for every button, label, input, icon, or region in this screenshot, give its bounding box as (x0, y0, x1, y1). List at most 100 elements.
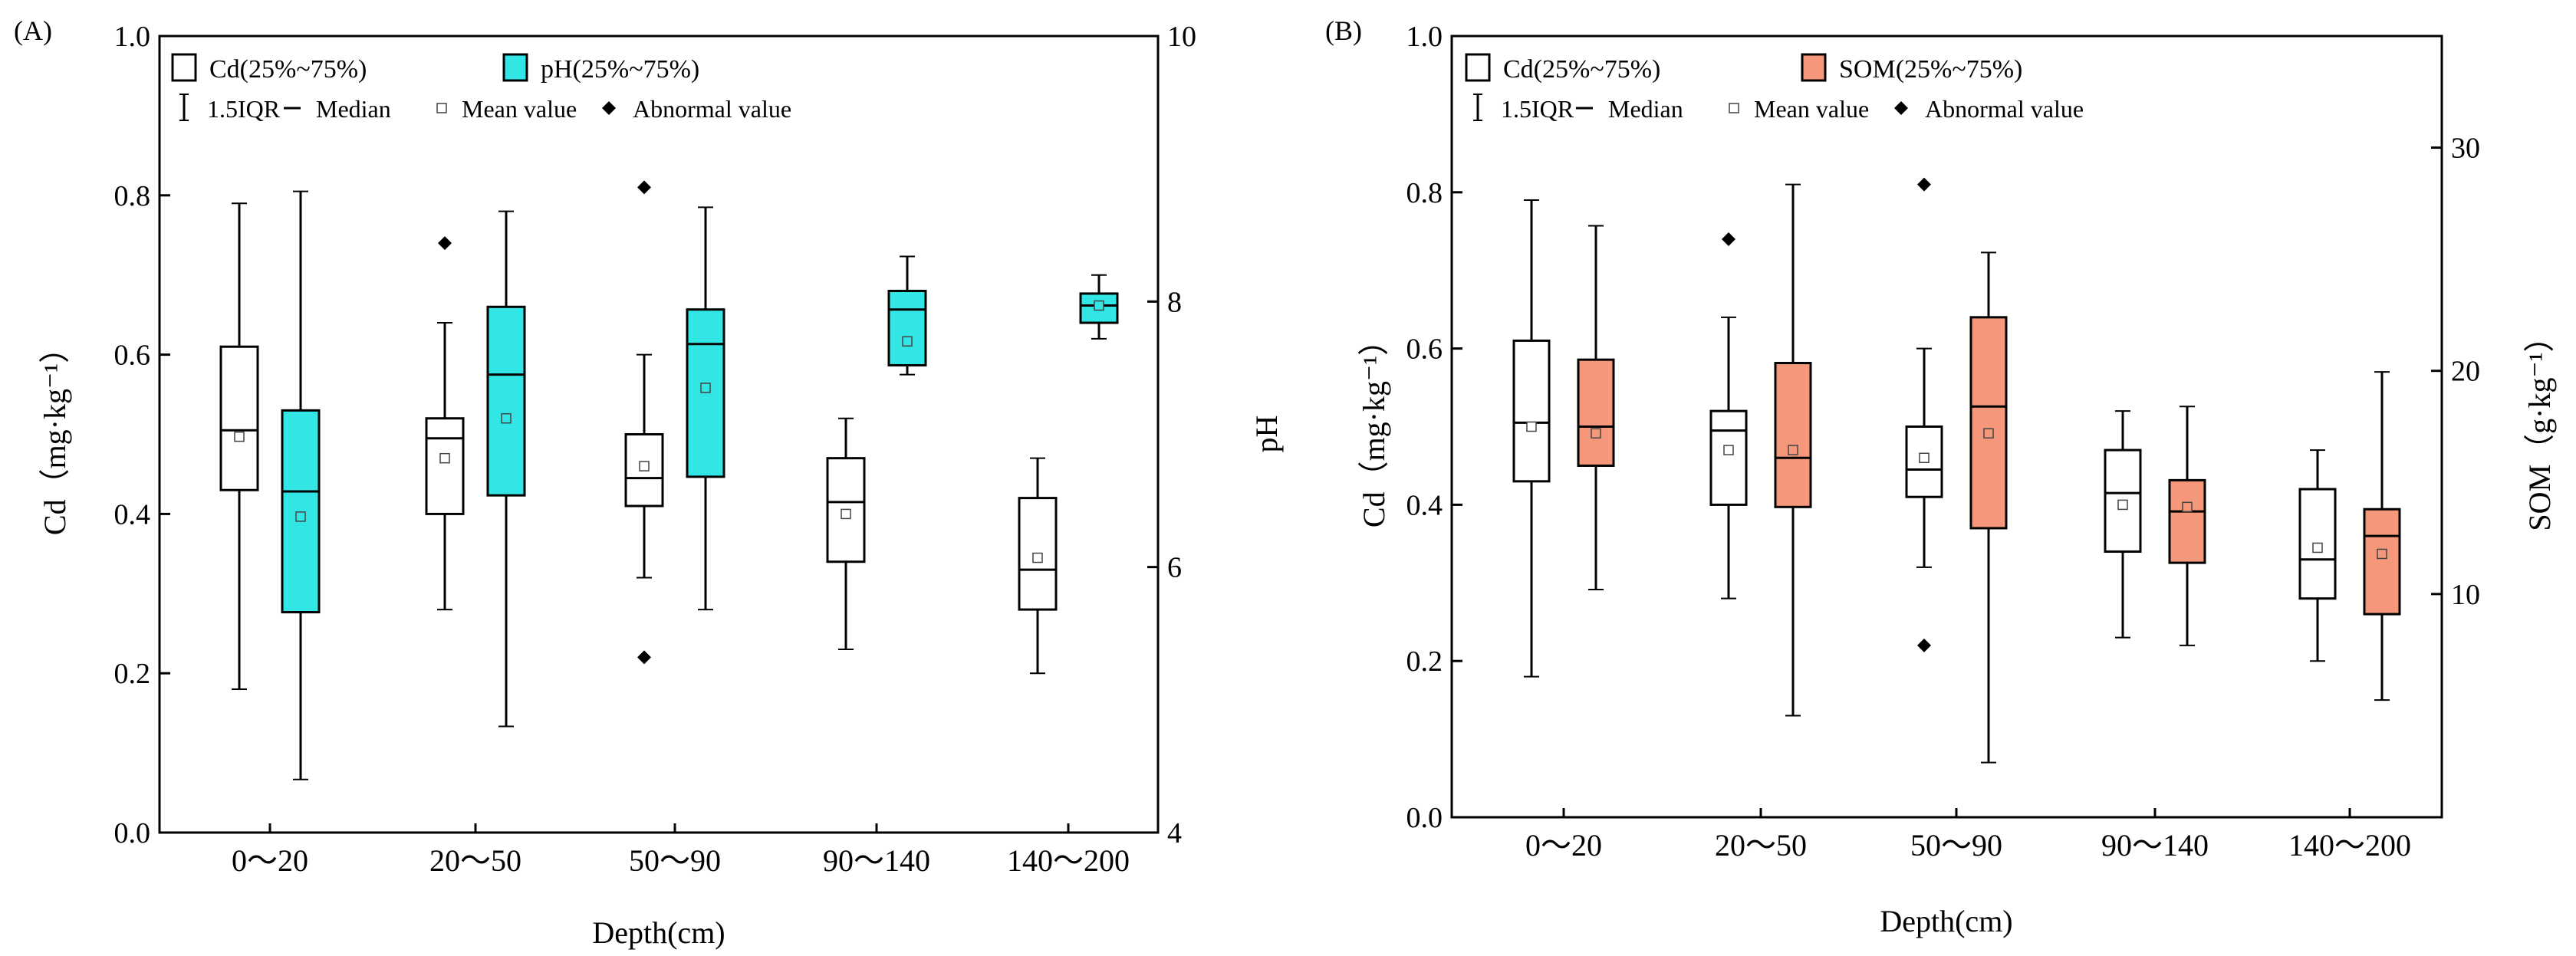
box-cd-a-2 (624, 180, 664, 665)
box-ph-a-4 (1079, 274, 1119, 340)
box-som-b-2 (1969, 251, 2008, 764)
left-tick-label-b-4: 0.8 (1406, 177, 1443, 209)
mean-marker (1032, 552, 1043, 563)
legend-outlier-symbol-a (602, 101, 616, 115)
left-tick-label-a-3: 0.6 (114, 340, 151, 372)
x-tick-label-a-4: 140～200 (1007, 843, 1130, 878)
legend-iqr-label-a: 1.5IQR (207, 95, 281, 123)
left-tick-label-a-0: 0.0 (114, 817, 151, 849)
x-tick-label-a-2: 50～90 (629, 843, 721, 878)
mean-marker (1983, 428, 1994, 439)
legend-b: Cd(25%~75%) SOM(25%~75%) 1.5IQR Median Mean … (1465, 53, 2084, 123)
panel-label-b: (B) (1325, 15, 1362, 46)
x-tick-label-a-1: 20～50 (429, 843, 521, 878)
legend-iqr-label-b: 1.5IQR (1501, 95, 1574, 123)
mean-marker (1591, 428, 1601, 439)
box-ph-a-0 (281, 190, 321, 780)
box-ph-a-1 (486, 210, 526, 728)
mean-marker (439, 452, 450, 464)
x-tick-label-b-4: 140～200 (2288, 828, 2411, 862)
left-tick-label-a-4: 0.8 (114, 180, 151, 212)
legend-median-label-a: Median (316, 95, 391, 123)
box-cd-a-1 (425, 236, 465, 611)
right-axis-ticks-b: 10 20 30 (2431, 133, 2480, 611)
left-tick-label-b-3: 0.6 (1406, 333, 1443, 366)
left-axis-ticks-b: 0.0 0.2 0.4 0.6 0.8 1.0 (1406, 21, 1462, 834)
legend-label-b-1: SOM(25%~75%) (1839, 55, 2022, 84)
iqr-box (2363, 508, 2401, 616)
mean-marker (1919, 452, 1930, 464)
outlier-marker-0 (637, 650, 651, 665)
left-tick-label-b-5: 1.0 (1406, 21, 1443, 53)
legend-swatch-a-0 (171, 53, 197, 82)
legend-swatch-b-0 (1465, 53, 1491, 82)
legend-label-a-1: pH(25%~75%) (541, 55, 699, 84)
box-ph-a-2 (686, 206, 725, 611)
box-cd-b-3 (2104, 410, 2142, 639)
panel-label-a: (A) (14, 15, 52, 46)
outlier-marker-1 (637, 180, 651, 195)
legend-mean-symbol-b (1729, 103, 1739, 113)
x-axis-ticks-a: 0～20 20～50 50～90 90～140 140～200 (232, 823, 1130, 878)
mean-marker (1094, 300, 1104, 311)
left-tick-label-a-1: 0.2 (114, 658, 151, 690)
legend-outlier-label-b: Abnormal value (1925, 95, 2084, 123)
iqr-box (1577, 358, 1615, 467)
mean-marker (2117, 499, 2128, 511)
mean-marker (902, 336, 913, 347)
left-axis-title-b: Cd（mg·kg⁻¹） (1357, 325, 1391, 527)
iqr-box (1709, 409, 1748, 506)
iqr-box (686, 308, 725, 478)
box-som-b-3 (2168, 406, 2206, 646)
box-cd-a-3 (826, 417, 866, 651)
left-tick-label-a-2: 0.4 (114, 498, 151, 531)
legend-mean-label-a: Mean value (462, 95, 577, 123)
legend-median-label-b: Median (1608, 95, 1683, 123)
right-tick-label-b-0: 10 (2451, 579, 2480, 611)
box-som-b-4 (2363, 371, 2401, 701)
box-cd-b-0 (1512, 199, 1551, 678)
right-axis-ticks-a: 4 6 8 10 (1147, 21, 1196, 849)
mean-marker (700, 383, 711, 393)
iqr-box (1774, 362, 1812, 508)
iqr-box (2168, 478, 2206, 564)
x-axis-title-b: Depth(cm) (1880, 904, 2012, 938)
mean-marker (1788, 445, 1798, 455)
right-axis-title-b: SOM（g·kg⁻¹） (2522, 321, 2557, 531)
mean-marker (1526, 421, 1537, 432)
box-ph-a-3 (887, 255, 927, 376)
legend-mean-label-b: Mean value (1754, 95, 1869, 123)
box-cd-a-4 (1018, 457, 1058, 675)
left-tick-label-b-1: 0.2 (1406, 646, 1443, 678)
x-tick-label-b-2: 50～90 (1910, 828, 2002, 862)
panel-b: (B) 0.0 0.2 0.4 0.6 0.8 1.0 10 20 30 0～20 20～50 5… (1325, 15, 2557, 938)
legend-swatch-b-1 (1801, 53, 1827, 82)
mean-marker (2312, 542, 2323, 554)
mean-marker (295, 511, 306, 522)
outlier-marker-0 (1917, 638, 1931, 652)
outlier-marker-0 (1722, 232, 1735, 246)
mean-marker (234, 431, 245, 442)
mean-marker (501, 412, 512, 424)
iqr-box (219, 345, 259, 491)
iqr-box (887, 289, 927, 366)
iqr-box (486, 305, 526, 497)
box-cd-b-2 (1905, 177, 1943, 652)
right-tick-label-b-1: 20 (2451, 356, 2480, 388)
x-tick-label-b-1: 20～50 (1715, 828, 1807, 862)
plot-frame-b (1450, 34, 2443, 819)
box-cd-a-0 (219, 202, 259, 690)
iqr-box (1512, 339, 1551, 483)
x-tick-label-a-3: 90～140 (823, 843, 930, 878)
box-som-b-1 (1774, 183, 1812, 717)
mean-marker (1723, 445, 1734, 455)
box-som-b-0 (1577, 225, 1615, 591)
mean-marker (2182, 501, 2193, 513)
iqr-box (425, 417, 465, 515)
left-axis-title-a: Cd（mg·kg⁻¹） (38, 333, 72, 535)
x-axis-title-a: Depth(cm) (592, 915, 725, 950)
legend-label-a-0: Cd(25%~75%) (209, 55, 367, 84)
outlier-marker-0 (438, 236, 452, 251)
right-axis-title-a: pH (1249, 416, 1284, 453)
panel-a: (A) 0.0 0.2 0.4 0.6 0.8 1.0 4 6 8 10 0～20 20～50 50… (14, 15, 1284, 950)
